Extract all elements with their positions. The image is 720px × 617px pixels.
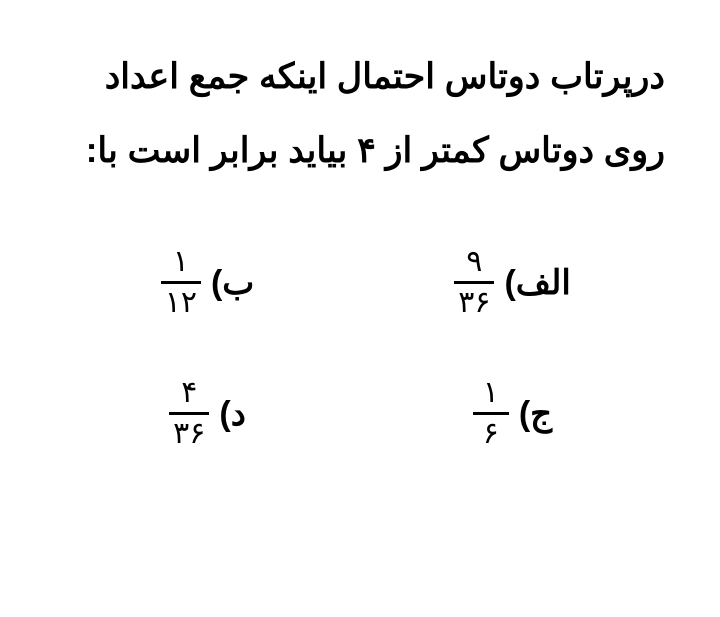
page-container: درپرتاب دوتاس احتمال اینکه جمع اعداد روی… (0, 0, 720, 617)
option-be: ب) ۱ ۱۲ (55, 247, 360, 318)
option-alef-fraction: ۹ ۳۶ (454, 247, 494, 318)
option-be-denominator: ۱۲ (161, 286, 201, 318)
option-jim-label: ج) (519, 394, 552, 434)
option-jim: ج) ۱ ۶ (360, 378, 665, 449)
option-dal-denominator: ۳۶ (169, 417, 209, 449)
option-dal-fraction: ۴ ۳۶ (169, 378, 209, 449)
question-line-1: درپرتاب دوتاس احتمال اینکه جمع اعداد (55, 40, 665, 114)
fraction-bar (161, 281, 201, 284)
option-be-label: ب) (211, 263, 254, 303)
option-jim-numerator: ۱ (479, 378, 503, 410)
option-alef-label: الف) (504, 263, 570, 303)
option-be-numerator: ۱ (169, 247, 193, 279)
question-text: درپرتاب دوتاس احتمال اینکه جمع اعداد روی… (55, 40, 665, 187)
option-jim-fraction: ۱ ۶ (473, 378, 509, 449)
option-alef: الف) ۹ ۳۶ (360, 247, 665, 318)
option-dal: د) ۴ ۳۶ (55, 378, 360, 449)
option-dal-numerator: ۴ (177, 378, 201, 410)
option-alef-numerator: ۹ (462, 247, 486, 279)
option-alef-denominator: ۳۶ (454, 286, 494, 318)
fraction-bar (454, 281, 494, 284)
options-grid: الف) ۹ ۳۶ ب) ۱ ۱۲ ج) ۱ ۶ (55, 247, 665, 449)
option-jim-denominator: ۶ (479, 417, 503, 449)
option-be-fraction: ۱ ۱۲ (161, 247, 201, 318)
fraction-bar (169, 412, 209, 415)
option-dal-label: د) (219, 394, 245, 434)
fraction-bar (473, 412, 509, 415)
question-line-2: روی دوتاس کمتر از ۴ بیاید برابر است با: (55, 114, 665, 188)
